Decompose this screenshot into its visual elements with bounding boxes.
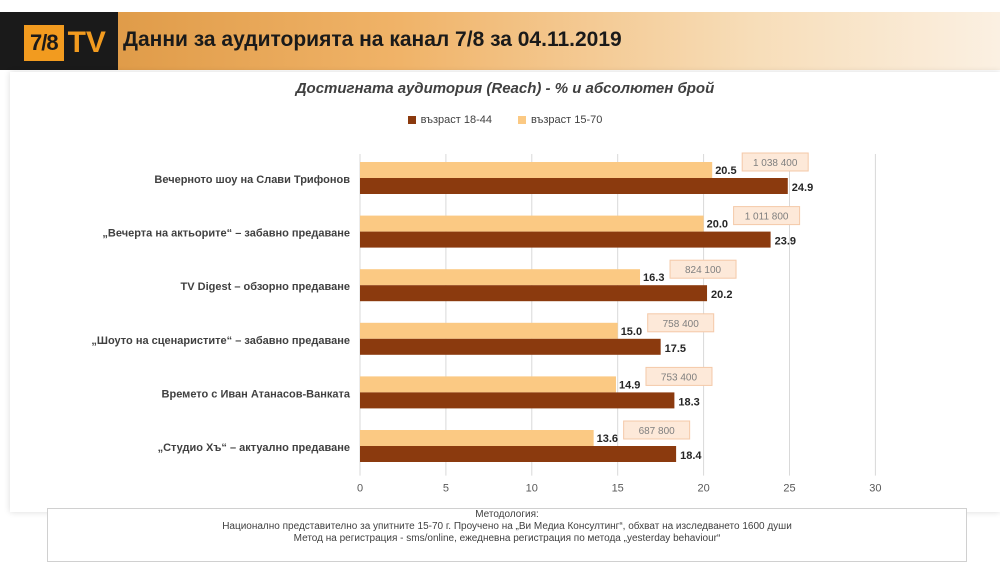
category-label: „Шоуто на сценаристите“ – забавно предав… (91, 335, 350, 347)
absolute-label-box (733, 206, 801, 226)
bar-15-70 (360, 162, 713, 178)
methodology-heading: Методология: (475, 509, 539, 520)
category-label: Времето с Иван Атанасов-Ванката (162, 388, 351, 400)
absolute-label-box (647, 313, 715, 333)
methodology-box: Методология: Национално представително з… (47, 508, 967, 562)
bar-15-70 (360, 269, 641, 286)
absolute-value-label: 758 400 (663, 319, 700, 330)
bar-15-70 (360, 376, 616, 393)
channel-logo: 7/8 TV (24, 25, 106, 61)
bar-18-44 (360, 392, 675, 409)
absolute-label-box (645, 366, 713, 386)
logo-box: 7/8 TV (0, 12, 118, 70)
logo-number: 7/8 (24, 25, 64, 61)
absolute-value-label: 1 011 800 (745, 212, 789, 223)
chart-area: Достигната аудитория (Reach) - % и абсол… (10, 72, 1000, 512)
absolute-value-label: 753 400 (661, 372, 698, 383)
x-tick-label: 20 (697, 483, 709, 495)
methodology-line-2: Метод на регистрация - sms/online, ежедн… (293, 533, 721, 544)
category-label: „Вечерта на актьорите“ – забавно предава… (102, 228, 350, 240)
x-tick-label: 15 (612, 483, 624, 495)
bar-18-44 (360, 178, 788, 194)
methodology-line-1: Национално представително за упитните 15… (222, 521, 792, 532)
legend-swatch-light (518, 116, 526, 124)
category-label: TV Digest – обзорно предаване (181, 281, 350, 293)
chart-legend: възраст 18-44 възраст 15-70 (10, 114, 1000, 126)
page-title: Данни за аудиторията на канал 7/8 за 04.… (123, 28, 622, 51)
value-label-15-70: 14.9 (619, 379, 640, 391)
value-label-15-70: 20.0 (707, 219, 728, 231)
x-tick-label: 25 (783, 483, 795, 495)
value-label-15-70: 20.5 (715, 165, 736, 177)
absolute-value-label: 1 038 400 (753, 158, 798, 169)
bar-15-70 (360, 322, 618, 339)
legend-item-dark: възраст 18-44 (407, 114, 492, 126)
legend-label-light: възраст 15-70 (531, 114, 603, 126)
category-label: „Студио Хъ“ – актуално предаване (158, 442, 350, 454)
chart-title: Достигната аудитория (Reach) - % и абсол… (295, 80, 715, 97)
header-bar: 7/8 TV Данни за аудиторията на канал 7/8… (0, 12, 1000, 70)
value-label-15-70: 15.0 (621, 326, 642, 338)
absolute-label-box (741, 152, 809, 172)
value-label-18-44: 17.5 (665, 343, 686, 355)
value-label-18-44: 23.9 (775, 236, 796, 248)
x-tick-label: 0 (357, 483, 363, 495)
value-label-15-70: 16.3 (643, 272, 664, 284)
category-label: Вечерното шоу на Слави Трифонов (154, 174, 350, 186)
absolute-value-label: 687 800 (639, 426, 676, 437)
bar-15-70 (360, 215, 704, 232)
value-label-15-70: 13.6 (597, 433, 618, 445)
value-label-18-44: 20.2 (711, 289, 732, 301)
bar-18-44 (360, 231, 771, 248)
bar-18-44 (360, 285, 708, 302)
absolute-label-box (669, 259, 737, 279)
absolute-label-box (623, 420, 691, 440)
logo-tv-text: TV (67, 26, 106, 59)
bar-18-44 (360, 446, 677, 462)
bar-15-70 (360, 430, 594, 446)
value-label-18-44: 18.3 (678, 396, 699, 408)
legend-swatch-dark (407, 116, 416, 124)
bar-18-44 (360, 338, 661, 355)
legend-label-dark: възраст 18-44 (420, 114, 492, 126)
bar-chart: 0 5 10 15 20 25 30 Вечерното шоу на Слави Трифо… (91, 152, 882, 495)
x-tick-label: 30 (869, 483, 881, 495)
value-label-18-44: 24.9 (792, 182, 813, 194)
value-label-18-44: 18.4 (680, 450, 702, 462)
x-tick-label: 5 (443, 483, 449, 495)
x-tick-label: 10 (526, 483, 538, 495)
legend-item-light: възраст 15-70 (518, 114, 602, 126)
absolute-value-label: 824 100 (685, 265, 722, 276)
